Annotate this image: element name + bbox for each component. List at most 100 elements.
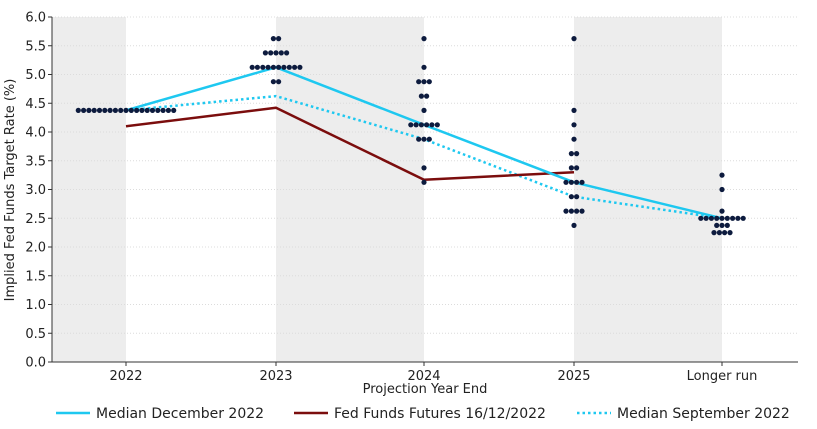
participant-dot bbox=[735, 215, 741, 221]
participant-dot bbox=[698, 215, 704, 221]
participant-dot bbox=[708, 215, 715, 221]
y-axis-title: Implied Fed Funds Target Rate (%) bbox=[3, 79, 18, 302]
participant-dot bbox=[571, 222, 577, 228]
participant-dot bbox=[408, 122, 414, 128]
participant-dot bbox=[740, 215, 746, 221]
participant-dot bbox=[270, 36, 276, 42]
participant-dot bbox=[265, 64, 271, 70]
axes bbox=[48, 16, 798, 366]
participant-dot bbox=[714, 222, 720, 228]
y-tick-label: 5.5 bbox=[25, 39, 46, 54]
participant-dot bbox=[571, 122, 577, 128]
participant-dot bbox=[716, 230, 723, 236]
y-tick-label: 2.5 bbox=[25, 212, 46, 227]
legend-label: Median December 2022 bbox=[96, 406, 264, 422]
x-tick-labels: 2022 2023 2024 2025 Longer run bbox=[109, 369, 757, 384]
participant-dot bbox=[719, 208, 725, 214]
participant-dot bbox=[262, 50, 268, 56]
shaded-band bbox=[574, 17, 722, 362]
participant-dot bbox=[424, 122, 430, 128]
participant-dot bbox=[722, 230, 728, 236]
participant-dot bbox=[155, 107, 161, 113]
participant-dot bbox=[429, 122, 435, 128]
participant-dot bbox=[286, 64, 292, 70]
participant-dot bbox=[711, 230, 717, 236]
participant-dot bbox=[574, 194, 580, 200]
participant-dot bbox=[165, 107, 171, 113]
participant-dot bbox=[724, 215, 730, 221]
participant-dot bbox=[278, 50, 284, 56]
legend-label: Fed Funds Futures 16/12/2022 bbox=[334, 406, 546, 422]
participant-dot bbox=[421, 79, 427, 85]
x-tick-label: Longer run bbox=[687, 369, 758, 384]
participant-dot bbox=[123, 107, 129, 113]
participant-dot bbox=[118, 107, 124, 113]
participant-dot bbox=[416, 79, 422, 85]
participant-dot bbox=[574, 208, 580, 214]
participant-dot bbox=[719, 186, 725, 193]
participant-dot bbox=[86, 107, 92, 113]
participant-dot bbox=[426, 79, 432, 85]
participant-dot bbox=[413, 122, 419, 128]
participant-dot bbox=[434, 122, 440, 128]
x-tick-label: 2022 bbox=[109, 369, 142, 384]
participant-dot bbox=[281, 64, 287, 70]
participant-dot bbox=[418, 122, 424, 128]
legend: Median December 2022 Fed Funds Futures 16… bbox=[56, 406, 790, 422]
y-tick-label: 0.5 bbox=[25, 327, 46, 342]
participant-dot bbox=[571, 36, 577, 42]
participant-dot bbox=[91, 107, 97, 113]
x-tick-label: 2023 bbox=[259, 369, 292, 384]
participant-dot bbox=[424, 93, 430, 99]
participant-dot bbox=[568, 208, 575, 214]
participant-dot bbox=[719, 222, 725, 228]
participant-dot bbox=[254, 64, 260, 70]
participant-dot bbox=[421, 179, 427, 185]
participant-dot bbox=[574, 165, 580, 171]
y-tick-label: 3.5 bbox=[25, 154, 46, 169]
y-tick-label: 4.0 bbox=[25, 126, 46, 141]
participant-dot bbox=[270, 79, 276, 85]
participant-dot bbox=[107, 107, 113, 113]
participant-dot bbox=[276, 64, 282, 70]
participant-dot bbox=[102, 107, 108, 113]
y-tick-label: 0.0 bbox=[25, 356, 46, 371]
y-tick-labels: 0.0 0.5 1.0 1.5 2.0 2.5 3.0 3.5 4.0 4.5 5.0 5.5 6.0 bbox=[25, 11, 46, 371]
participant-dot bbox=[719, 172, 725, 178]
series-line-fed-funds-futures-16-12-2022 bbox=[125, 106, 575, 181]
participant-dot bbox=[292, 64, 298, 70]
participant-dot bbox=[714, 215, 720, 221]
participant-dot bbox=[730, 215, 736, 221]
participant-dot bbox=[703, 215, 709, 221]
participant-dot bbox=[719, 215, 725, 221]
participant-dot bbox=[418, 93, 424, 99]
x-tick-label: 2025 bbox=[557, 369, 590, 384]
participant-dot bbox=[571, 107, 577, 113]
participant-dot bbox=[727, 230, 733, 236]
participant-dot bbox=[139, 107, 145, 113]
participant-dot bbox=[563, 208, 569, 214]
participant-dot bbox=[571, 136, 577, 142]
participant-dot bbox=[568, 165, 575, 171]
participant-dot bbox=[421, 64, 427, 70]
participant-dot bbox=[568, 179, 575, 185]
participant-dot bbox=[112, 107, 118, 113]
participant-dot bbox=[149, 107, 156, 113]
participant-dot bbox=[579, 179, 585, 185]
participant-dot bbox=[96, 107, 103, 113]
participant-dot bbox=[144, 107, 150, 113]
participant-dot bbox=[568, 151, 575, 157]
participant-dots bbox=[75, 36, 746, 236]
y-tick-label: 1.5 bbox=[25, 269, 46, 284]
participant-dot bbox=[579, 208, 585, 214]
y-tick-label: 6.0 bbox=[25, 11, 46, 26]
legend-label: Median September 2022 bbox=[617, 406, 790, 422]
y-tick-label: 2.0 bbox=[25, 241, 46, 256]
participant-dot bbox=[421, 165, 427, 171]
y-tick-label: 3.0 bbox=[25, 183, 46, 198]
participant-dot bbox=[171, 107, 177, 113]
participant-dot bbox=[574, 151, 580, 157]
participant-dot bbox=[260, 64, 266, 70]
participant-dot bbox=[574, 179, 580, 185]
